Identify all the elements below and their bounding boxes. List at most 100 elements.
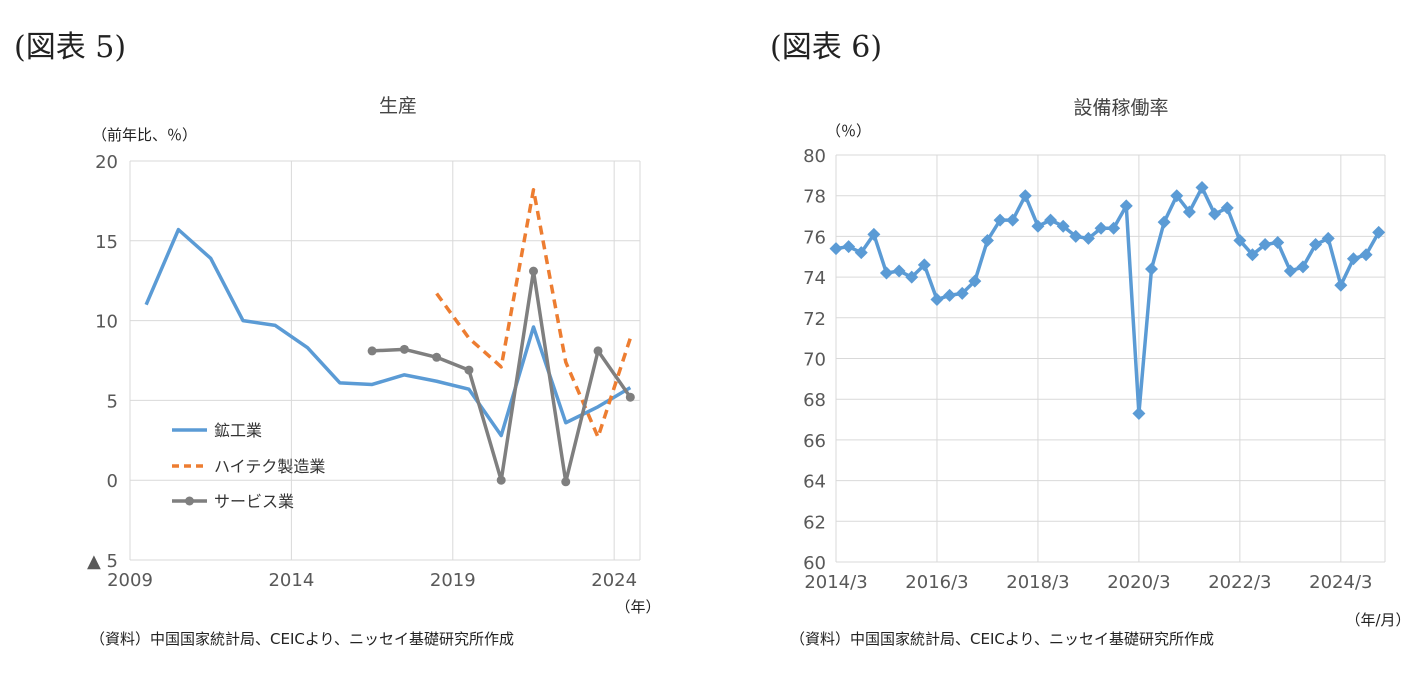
x-tick-label: 2016/3 <box>905 572 968 593</box>
data-point <box>968 274 982 288</box>
data-point <box>892 264 906 278</box>
y-tick-label: 76 <box>803 227 826 248</box>
x-tick-labels: 2009 2014 2019 2024 <box>107 570 637 591</box>
data-point <box>1044 213 1058 227</box>
y-axis-label: （前年比、％） <box>92 126 197 144</box>
data-point <box>1006 213 1020 227</box>
x-tick-label: 2022/3 <box>1208 572 1271 593</box>
source-note: （資料）中国国家統計局、CEICより、ニッセイ基礎研究所作成 <box>790 630 1214 648</box>
y-tick-label: 74 <box>803 268 826 289</box>
data-point <box>1334 278 1348 292</box>
data-point <box>1069 229 1083 243</box>
y-tick-label: 62 <box>803 512 826 533</box>
chart-title: 生産 <box>379 95 417 117</box>
data-point <box>917 258 931 272</box>
data-point <box>842 240 856 254</box>
data-point <box>1145 262 1159 276</box>
data-point <box>625 392 635 402</box>
figure-6-label: (図表 6) <box>770 30 883 65</box>
data-point <box>1321 231 1335 245</box>
x-tick-label: 2009 <box>107 570 153 591</box>
data-point <box>561 477 571 487</box>
data-point <box>1271 236 1285 250</box>
data-point <box>1119 199 1133 213</box>
data-point <box>1220 201 1234 215</box>
data-point <box>432 352 442 362</box>
grid <box>835 154 1386 563</box>
data-point <box>905 270 919 284</box>
y-tick-label: 78 <box>803 187 826 208</box>
series-line-1 <box>435 187 632 439</box>
series-line-0 <box>144 227 632 438</box>
data-point <box>1283 264 1297 278</box>
data-point <box>367 346 377 356</box>
y-tick-label: 72 <box>803 309 826 330</box>
data-point <box>1245 248 1259 262</box>
data-point <box>1132 406 1146 420</box>
y-tick-label: 66 <box>803 431 826 452</box>
data-point <box>1195 181 1209 195</box>
y-tick-labels: 60 62 64 66 68 70 72 74 76 78 80 <box>803 146 826 574</box>
y-axis-label: （％） <box>826 122 871 140</box>
y-tick-labels: 20 15 10 5 0 ▲ 5 <box>87 152 118 572</box>
legend-label: 鉱工業 <box>214 421 262 440</box>
x-tick-label: 2024 <box>591 570 637 591</box>
data-point <box>993 213 1007 227</box>
y-tick-label: 0 <box>107 471 118 492</box>
data-point <box>1081 231 1095 245</box>
data-point <box>1346 252 1360 266</box>
x-tick-label: 2014/3 <box>804 572 867 593</box>
data-point <box>528 266 538 276</box>
x-tick-label: 2020/3 <box>1107 572 1170 593</box>
data-point <box>1107 221 1121 235</box>
data-point <box>399 344 409 354</box>
series-group <box>829 181 1386 420</box>
data-point <box>930 292 944 306</box>
data-point <box>1258 238 1272 252</box>
series-line <box>835 185 1381 416</box>
y-tick-label: 5 <box>107 391 118 412</box>
y-tick-label: ▲ 5 <box>87 551 118 572</box>
x-axis-label: （年） <box>615 598 660 616</box>
y-tick-label: 15 <box>95 232 118 253</box>
y-tick-label: 64 <box>803 472 826 493</box>
data-point <box>1359 248 1373 262</box>
x-axis-label: （年/月） <box>1345 611 1410 629</box>
y-tick-label: 70 <box>803 350 826 371</box>
legend-label: ハイテク製造業 <box>214 457 325 476</box>
y-tick-label: 10 <box>95 312 118 333</box>
data-point <box>980 233 994 247</box>
x-tick-label: 2019 <box>430 570 476 591</box>
data-point <box>593 346 603 356</box>
data-point <box>867 227 881 241</box>
figure-5-label: (図表 5) <box>14 30 127 65</box>
data-point <box>955 286 969 300</box>
x-tick-label: 2014 <box>268 570 314 591</box>
data-point <box>1208 207 1222 221</box>
data-point <box>1056 219 1070 233</box>
x-tick-label: 2018/3 <box>1006 572 1069 593</box>
data-point <box>1018 189 1032 203</box>
x-tick-labels: 2014/3 2016/3 2018/3 2020/3 2022/3 2024/3 <box>804 572 1372 593</box>
chart-title: 設備稼働率 <box>1073 97 1168 119</box>
data-point <box>1157 215 1171 229</box>
data-point <box>879 266 893 280</box>
data-point <box>1233 233 1247 247</box>
data-point <box>1296 260 1310 274</box>
legend-marker <box>185 496 194 506</box>
series-group <box>144 187 635 487</box>
data-point <box>464 365 474 375</box>
data-point <box>1182 205 1196 219</box>
y-tick-label: 20 <box>95 152 118 173</box>
data-point <box>1309 238 1323 252</box>
data-point <box>829 242 843 256</box>
x-tick-label: 2024/3 <box>1309 572 1372 593</box>
legend-label: サービス業 <box>214 492 294 511</box>
data-point <box>1094 221 1108 235</box>
data-point <box>1031 219 1045 233</box>
source-note: （資料）中国国家統計局、CEICより、ニッセイ基礎研究所作成 <box>90 630 514 648</box>
data-point <box>1372 225 1386 239</box>
